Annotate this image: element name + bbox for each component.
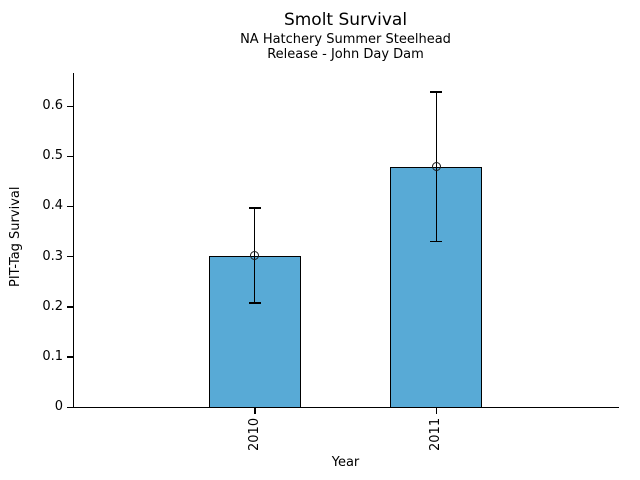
y-tick: [67, 105, 73, 107]
y-tick: [67, 306, 73, 308]
x-tick: [435, 408, 438, 415]
x-axis-label: Year: [331, 455, 360, 470]
point-marker-2011: [431, 162, 441, 172]
y-tick-label: 0.5: [42, 148, 63, 164]
x-axis-spine: [73, 407, 619, 409]
error-bar-cap-top-2011: [430, 91, 443, 93]
error-bar-cap-bottom-2011: [430, 240, 443, 243]
y-tick: [67, 205, 73, 208]
y-tick: [67, 406, 73, 408]
y-tick: [67, 155, 73, 158]
y-tick-label: 0.1: [42, 348, 63, 364]
chart-title: Smolt Survival: [283, 10, 408, 30]
y-tick-label: 0.4: [42, 198, 63, 214]
y-tick-label: 0.2: [42, 298, 63, 314]
chart-subtitle-line2: Release - John Day Dam: [267, 47, 424, 62]
point-marker-2010: [250, 251, 260, 261]
y-tick-label: 0.3: [42, 248, 63, 264]
y-tick: [67, 256, 73, 258]
chart-subtitle-line1: NA Hatchery Summer Steelhead: [240, 32, 451, 47]
error-bar-cap-bottom-2010: [248, 302, 261, 304]
x-tick: [254, 408, 256, 415]
x-tick-label-2011: 2011: [428, 417, 444, 451]
y-axis-spine: [73, 73, 75, 408]
y-tick: [67, 356, 73, 358]
error-bar-cap-top-2010: [248, 207, 261, 209]
x-tick-label-2010: 2010: [246, 417, 262, 451]
y-tick-label: 0: [54, 399, 63, 414]
y-tick-label: 0.6: [42, 98, 63, 114]
